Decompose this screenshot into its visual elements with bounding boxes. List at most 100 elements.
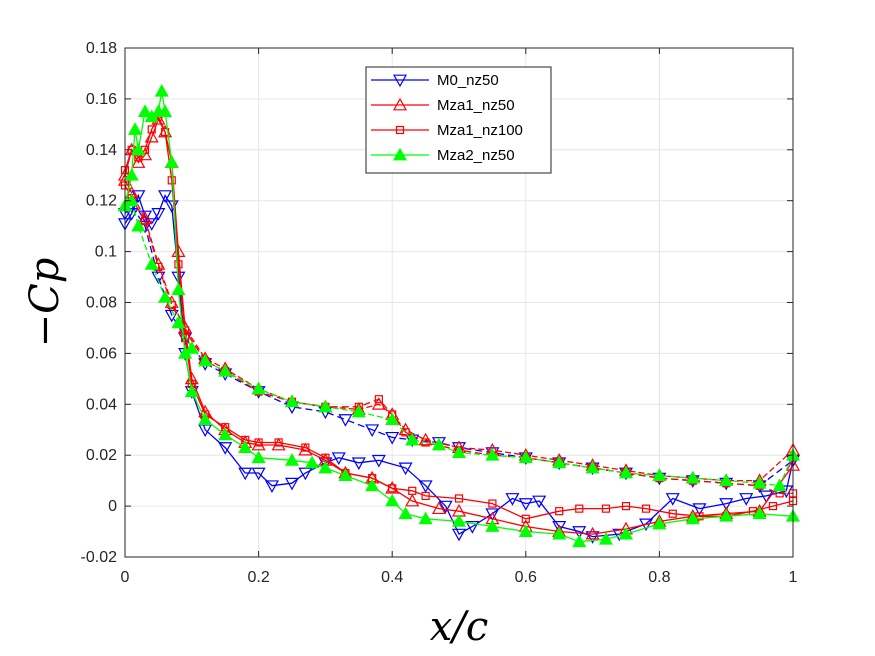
y-tick-label: 0.1 (95, 244, 117, 261)
data-point (665, 493, 680, 506)
y-tick-label: 0.14 (86, 142, 117, 159)
data-point (759, 490, 774, 504)
data-point (167, 176, 176, 185)
data-point (405, 432, 420, 446)
data-point (532, 495, 547, 509)
data-point (144, 257, 159, 270)
legend-label: Mza2_nz50 (437, 147, 515, 164)
data-point (431, 437, 446, 450)
data-point (131, 155, 146, 168)
data-point (451, 528, 467, 542)
data-point (264, 480, 279, 493)
data-point (158, 190, 173, 203)
data-point (251, 381, 266, 395)
legend-marker (392, 74, 408, 88)
data-point (385, 493, 400, 507)
data-point (598, 531, 613, 545)
data-point (351, 404, 366, 418)
data-point (385, 412, 400, 425)
y-tick-label: 0.06 (86, 345, 117, 362)
data-point (652, 516, 667, 530)
data-point (685, 511, 700, 525)
y-tick-label: 0.16 (86, 91, 117, 108)
data-point (218, 363, 233, 377)
data-point (301, 443, 310, 452)
data-point (652, 468, 667, 481)
data-point (371, 454, 386, 468)
data-point (505, 493, 520, 506)
data-point (365, 478, 380, 492)
data-point (238, 467, 253, 481)
legend-entry: Mza1_nz100 (371, 122, 523, 139)
data-point (284, 453, 300, 466)
data-point (218, 442, 233, 455)
y-tick-label: 0.04 (86, 396, 117, 413)
data-point (408, 486, 417, 495)
data-point (521, 514, 530, 523)
data-point (572, 534, 587, 548)
data-point (401, 428, 410, 437)
y-tick-label: 0.12 (86, 193, 117, 210)
data-point (488, 499, 497, 508)
data-point (365, 424, 380, 437)
data-point (254, 438, 263, 447)
data-point (552, 526, 567, 540)
data-point (618, 526, 634, 540)
data-point (151, 271, 166, 285)
data-point (398, 462, 413, 476)
data-point (251, 467, 266, 481)
data-point (184, 341, 199, 354)
x-tick-label: 1 (789, 569, 798, 586)
x-tick-label: 0.8 (648, 569, 670, 586)
data-point (485, 508, 500, 521)
data-point (451, 514, 467, 527)
data-point (131, 218, 146, 232)
data-point (218, 427, 233, 441)
data-point (251, 450, 266, 464)
legend: M0_nz50 Mza1_nz50 Mza1_nz100 Mza2_nz50 (365, 66, 552, 174)
data-point (555, 507, 564, 516)
y-tick-label: 0.02 (86, 447, 117, 464)
legend-marker (392, 147, 408, 161)
data-point (147, 125, 156, 134)
data-point (421, 438, 430, 447)
x-axis-label: x/c (430, 604, 488, 650)
data-point (668, 509, 677, 518)
data-point (768, 502, 778, 511)
data-point (198, 353, 213, 367)
data-point (719, 473, 734, 487)
data-point (438, 500, 453, 514)
data-point (485, 447, 500, 461)
data-point (167, 300, 176, 310)
data-point (601, 504, 611, 513)
data-point (575, 504, 584, 513)
data-point (338, 468, 353, 481)
data-point (171, 271, 186, 285)
data-point (318, 460, 333, 474)
data-point (719, 498, 734, 511)
x-tick-label: 0 (121, 569, 130, 586)
data-point (274, 438, 283, 447)
data-point (418, 511, 433, 525)
series-line-lower (124, 199, 794, 487)
legend-marker (392, 97, 408, 111)
data-point (752, 475, 767, 489)
legend-label: Mza1_nz50 (437, 97, 515, 114)
y-tick-label: 0 (108, 498, 117, 515)
data-point (318, 399, 333, 413)
data-point (371, 397, 386, 410)
data-point (171, 244, 186, 257)
data-point (331, 452, 346, 465)
data-point (431, 501, 446, 515)
data-point (140, 216, 150, 226)
data-point (181, 326, 190, 335)
data-point (431, 437, 446, 451)
data-point (284, 394, 300, 408)
data-point (171, 282, 186, 296)
data-point (418, 480, 433, 493)
data-point (695, 512, 704, 521)
data-point (158, 290, 173, 303)
data-point (338, 414, 353, 427)
data-point (621, 502, 631, 511)
